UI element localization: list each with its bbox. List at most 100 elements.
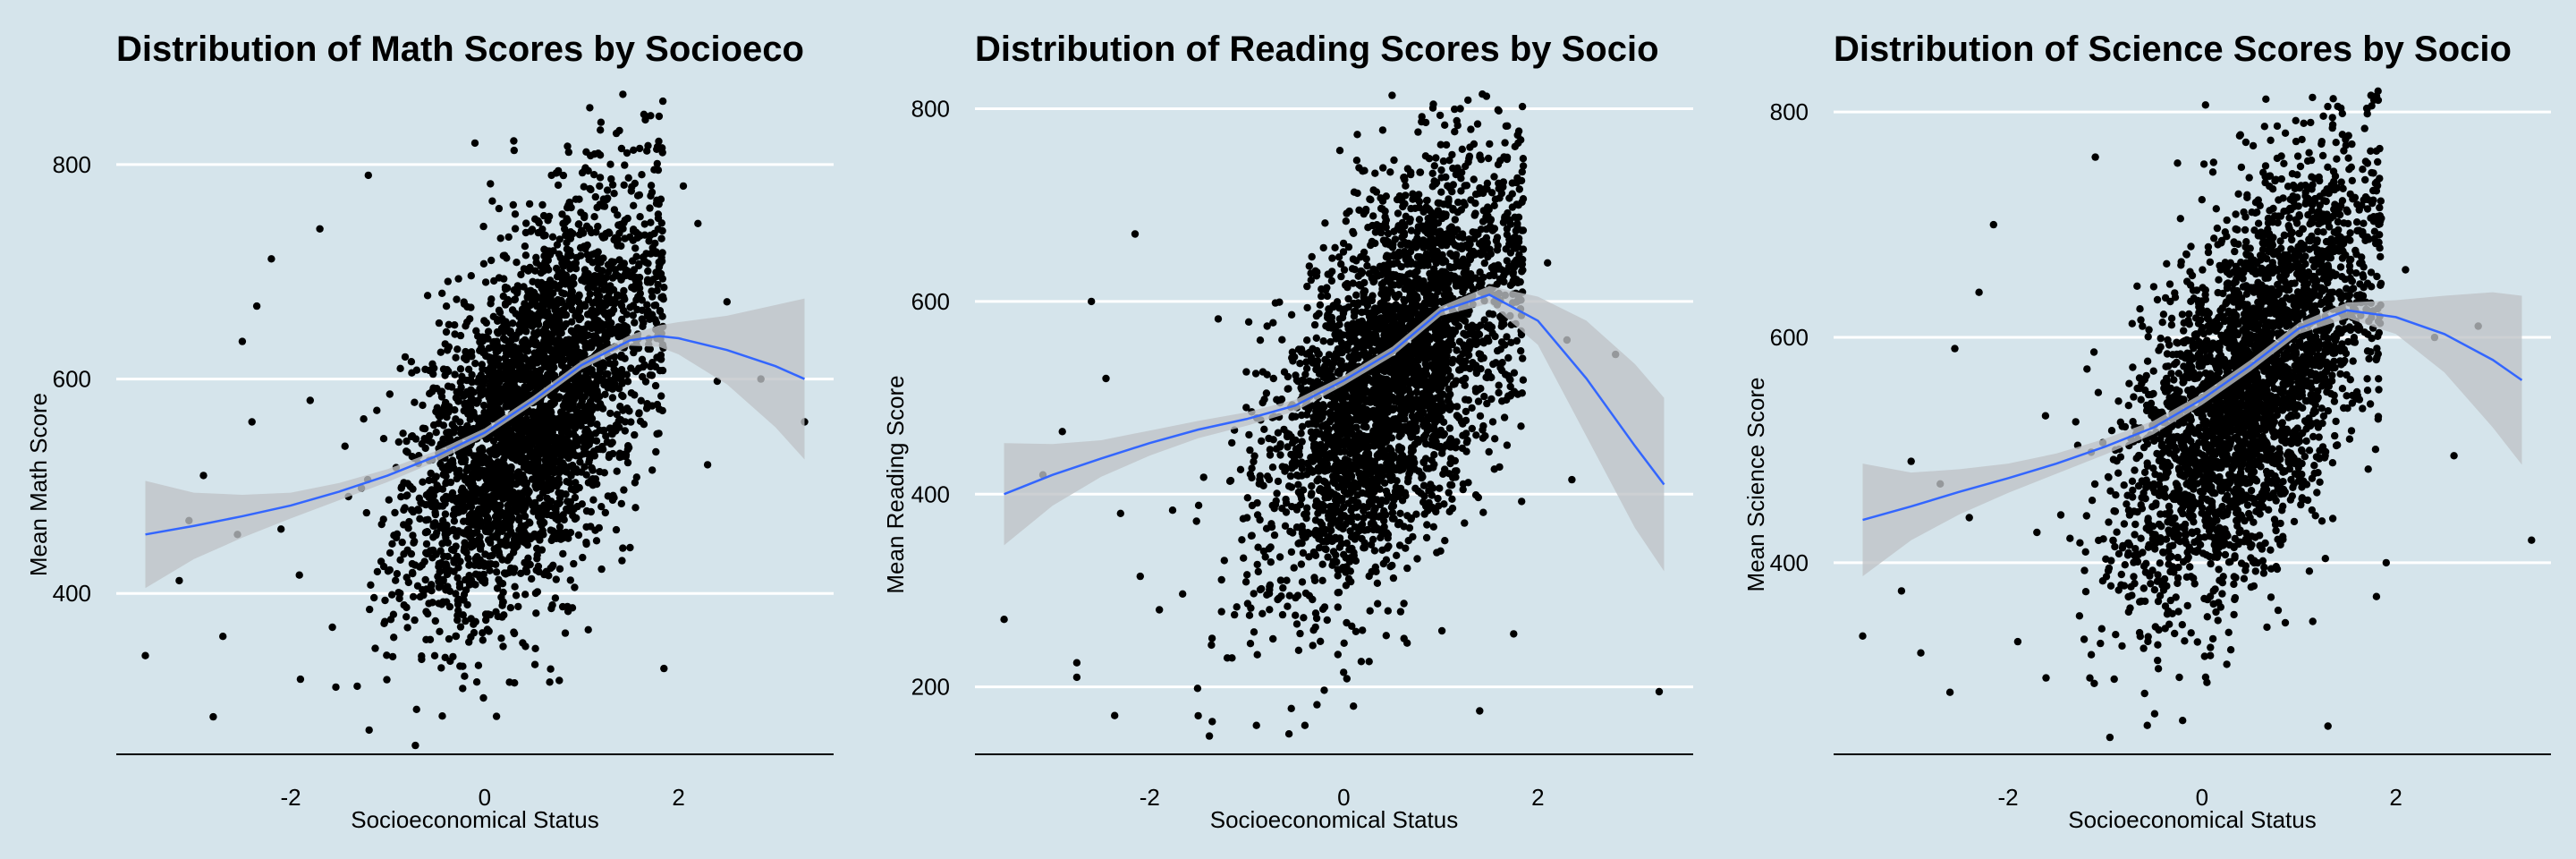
scatter-point xyxy=(556,461,565,469)
scatter-point xyxy=(462,355,470,364)
scatter-point xyxy=(604,260,613,269)
scatter-point xyxy=(638,306,647,314)
scatter-point xyxy=(481,278,490,286)
scatter-point xyxy=(530,434,538,443)
scatter-point xyxy=(422,540,431,549)
scatter-point xyxy=(521,251,530,259)
scatter-point xyxy=(723,298,731,306)
scatter-point xyxy=(593,203,601,212)
scatter-point xyxy=(630,201,638,209)
scatter-point xyxy=(622,266,630,274)
scatter-point xyxy=(1335,253,1343,261)
scatter-point xyxy=(429,533,437,541)
scatter-point xyxy=(574,531,583,540)
scatter-point xyxy=(476,545,485,553)
scatter-point xyxy=(498,482,507,490)
scatter-point xyxy=(431,519,439,527)
scatter-point xyxy=(1236,465,1245,473)
scatter-point xyxy=(459,685,467,693)
scatter-point xyxy=(551,594,560,602)
scatter-point xyxy=(626,303,634,311)
scatter-point xyxy=(578,378,586,386)
scatter-point xyxy=(551,421,560,429)
scatter-point xyxy=(439,516,447,525)
scatter-point xyxy=(566,430,574,438)
scatter-point xyxy=(1436,111,1445,120)
scatter-point xyxy=(1453,467,1461,475)
scatter-point xyxy=(1296,629,1304,638)
scatter-point xyxy=(316,225,324,233)
scatter-point xyxy=(479,693,487,702)
scatter-point xyxy=(407,358,416,366)
scatter-point xyxy=(511,506,519,515)
scatter-point xyxy=(596,174,605,182)
scatter-point xyxy=(523,434,532,443)
scatter-point xyxy=(420,424,429,433)
scatter-point xyxy=(578,336,586,344)
scatter-point xyxy=(599,427,607,435)
scatter-point xyxy=(658,97,667,106)
scatter-point xyxy=(360,415,368,423)
scatter-point xyxy=(592,537,601,545)
scatter-point xyxy=(620,259,629,268)
scatter-point xyxy=(488,479,497,488)
scatter-point xyxy=(460,547,468,555)
scatter-point xyxy=(452,590,460,598)
scatter-point xyxy=(569,327,577,336)
scatter-point xyxy=(450,558,458,566)
scatter-point xyxy=(570,505,578,514)
scatter-point xyxy=(555,284,563,293)
scatter-point xyxy=(509,200,517,209)
scatter-point xyxy=(439,471,447,479)
scatter-point xyxy=(525,532,533,540)
scatter-point xyxy=(596,362,604,370)
scatter-point xyxy=(542,506,550,515)
scatter-point xyxy=(571,583,579,591)
scatter-point xyxy=(493,584,502,592)
scatter-point xyxy=(1312,614,1321,623)
scatter-point xyxy=(521,242,530,251)
scatter-point xyxy=(599,308,607,317)
scatter-point xyxy=(479,389,487,398)
scatter-point xyxy=(442,492,450,501)
scatter-point xyxy=(655,430,663,438)
scatter-point xyxy=(463,525,472,534)
scatter-point xyxy=(492,500,500,509)
scatter-point xyxy=(501,300,510,308)
scatter-point xyxy=(554,295,562,304)
scatter-point xyxy=(580,213,589,222)
scatter-point xyxy=(1311,516,1320,524)
scatter-point xyxy=(409,532,417,540)
scatter-point xyxy=(652,447,660,456)
scatter-point xyxy=(328,623,336,632)
scatter-point xyxy=(548,527,557,535)
scatter-point xyxy=(499,251,507,259)
scatter-point xyxy=(568,442,576,450)
scatter-point xyxy=(648,243,657,252)
scatter-point xyxy=(572,479,580,487)
scatter-point xyxy=(1111,711,1119,719)
scatter-point xyxy=(603,293,611,302)
scatter-point xyxy=(555,335,563,344)
scatter-point xyxy=(596,468,604,476)
scatter-point xyxy=(439,365,448,373)
scatter-point xyxy=(430,364,438,372)
scatter-point xyxy=(1352,291,1360,299)
scatter-point xyxy=(640,220,648,228)
scatter-point xyxy=(506,604,515,612)
scatter-point xyxy=(1492,236,1501,245)
scatter-point xyxy=(1327,276,1336,285)
scatter-point xyxy=(555,565,564,573)
scatter-point xyxy=(432,550,440,558)
scatter-point xyxy=(484,498,492,506)
scatter-point xyxy=(424,609,432,618)
scatter-point xyxy=(479,222,487,231)
scatter-point xyxy=(656,307,665,316)
scatter-point xyxy=(535,567,543,576)
scatter-point xyxy=(604,492,612,500)
scatter-point xyxy=(617,499,625,508)
scatter-point xyxy=(1379,559,1388,568)
scatter-point xyxy=(531,589,540,598)
scatter-point xyxy=(584,269,592,278)
scatter-point xyxy=(489,532,497,540)
